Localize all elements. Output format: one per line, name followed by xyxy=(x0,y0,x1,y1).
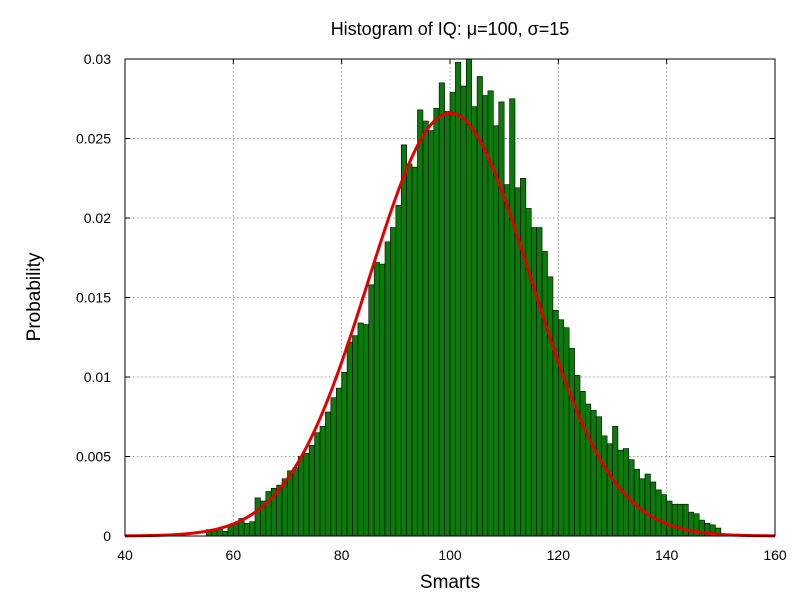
x-axis-label: Smarts xyxy=(420,572,480,593)
histogram-bar xyxy=(368,284,375,537)
histogram-bar xyxy=(590,410,597,537)
chart-title: Histogram of IQ: μ=100, σ=15 xyxy=(331,19,570,39)
histogram-bar xyxy=(460,85,467,537)
histogram-bar xyxy=(493,125,500,537)
histogram-bar xyxy=(671,503,678,537)
x-tick-label: 100 xyxy=(438,547,462,563)
histogram-bar xyxy=(498,101,505,537)
histogram-bar xyxy=(222,530,229,537)
histogram-bar xyxy=(552,309,559,537)
histogram-bar xyxy=(363,324,370,537)
histogram-bar xyxy=(433,107,440,537)
histogram-bar xyxy=(601,435,608,537)
histogram-bar xyxy=(335,387,342,537)
histogram-bar xyxy=(568,348,575,537)
x-tick-label: 140 xyxy=(655,547,679,563)
histogram-bar xyxy=(455,61,462,537)
histogram-bar xyxy=(298,456,305,537)
histogram-bar xyxy=(314,432,321,537)
histogram-bar xyxy=(660,494,667,537)
histogram-bar xyxy=(395,204,402,537)
histogram-bar xyxy=(509,98,516,537)
histogram-bar xyxy=(541,251,548,537)
histogram-bar xyxy=(666,500,673,537)
histogram-bar xyxy=(444,111,451,537)
histogram-bar xyxy=(352,335,359,537)
histogram-bar xyxy=(254,497,261,537)
histogram-bar xyxy=(606,443,613,537)
histogram-bar xyxy=(417,109,424,537)
histogram-bar xyxy=(520,177,527,537)
y-tick-label: 0.02 xyxy=(84,210,111,226)
histogram-bar xyxy=(547,276,554,537)
histogram-bar xyxy=(411,166,418,537)
histogram-bar xyxy=(303,453,310,537)
histogram-bar xyxy=(379,263,386,537)
histogram-bar xyxy=(536,227,543,537)
histogram-bar xyxy=(390,227,397,537)
histogram-bar xyxy=(525,208,532,537)
x-tick-label: 80 xyxy=(334,547,350,563)
histogram-bar xyxy=(438,82,445,537)
y-tick-label: 0.025 xyxy=(76,131,111,147)
y-axis: 0 0.005 0.01 0.015 0.02 0.025 0.03 xyxy=(76,51,775,544)
histogram-bar xyxy=(574,375,581,537)
histogram-bar xyxy=(530,227,537,537)
normal-curve xyxy=(124,111,776,538)
histogram-bar xyxy=(341,371,348,537)
y-tick-label: 0.005 xyxy=(76,449,111,465)
x-axis: 40 60 80 100 120 140 160 xyxy=(117,59,787,563)
histogram-bar xyxy=(655,489,662,537)
x-tick-label: 120 xyxy=(547,547,571,563)
histogram-bar xyxy=(384,241,391,537)
histogram-bar xyxy=(482,95,489,537)
histogram-bar xyxy=(406,163,413,537)
normal-pdf-line xyxy=(124,111,776,538)
y-tick-label: 0.03 xyxy=(84,51,111,67)
histogram-bar xyxy=(465,58,472,537)
histogram-bar xyxy=(422,120,429,537)
histogram-bar xyxy=(325,411,332,537)
y-tick-label: 0 xyxy=(103,528,111,544)
y-tick-label: 0.01 xyxy=(84,369,111,385)
histogram-bar xyxy=(650,481,657,537)
x-tick-label: 160 xyxy=(763,547,787,563)
x-tick-label: 40 xyxy=(117,547,133,563)
x-tick-label: 60 xyxy=(226,547,242,563)
histogram-bar xyxy=(287,470,294,537)
histogram-bar xyxy=(373,262,380,537)
histogram-bar xyxy=(579,391,586,537)
y-tick-label: 0.015 xyxy=(76,290,111,306)
histogram-bar xyxy=(595,416,602,537)
histogram-bar xyxy=(243,522,250,537)
histogram-bar xyxy=(308,445,315,537)
histogram-bar xyxy=(319,425,326,537)
y-axis-label: Probability xyxy=(24,252,45,341)
histogram-bar xyxy=(292,467,299,537)
histogram-bar xyxy=(330,397,337,537)
histogram-bar xyxy=(449,92,456,537)
histogram-bar xyxy=(644,473,651,537)
histogram-bar xyxy=(558,319,565,537)
histogram-bar xyxy=(563,327,570,537)
histogram-bar xyxy=(428,130,435,537)
histogram-bar xyxy=(677,503,684,537)
histogram-bar xyxy=(249,521,256,537)
histogram-bar xyxy=(471,106,478,537)
histogram-bar xyxy=(400,144,407,537)
histogram-bar xyxy=(346,341,353,537)
histogram-bar xyxy=(503,184,510,537)
histogram-bar xyxy=(357,322,364,537)
histogram-bar xyxy=(585,403,592,537)
